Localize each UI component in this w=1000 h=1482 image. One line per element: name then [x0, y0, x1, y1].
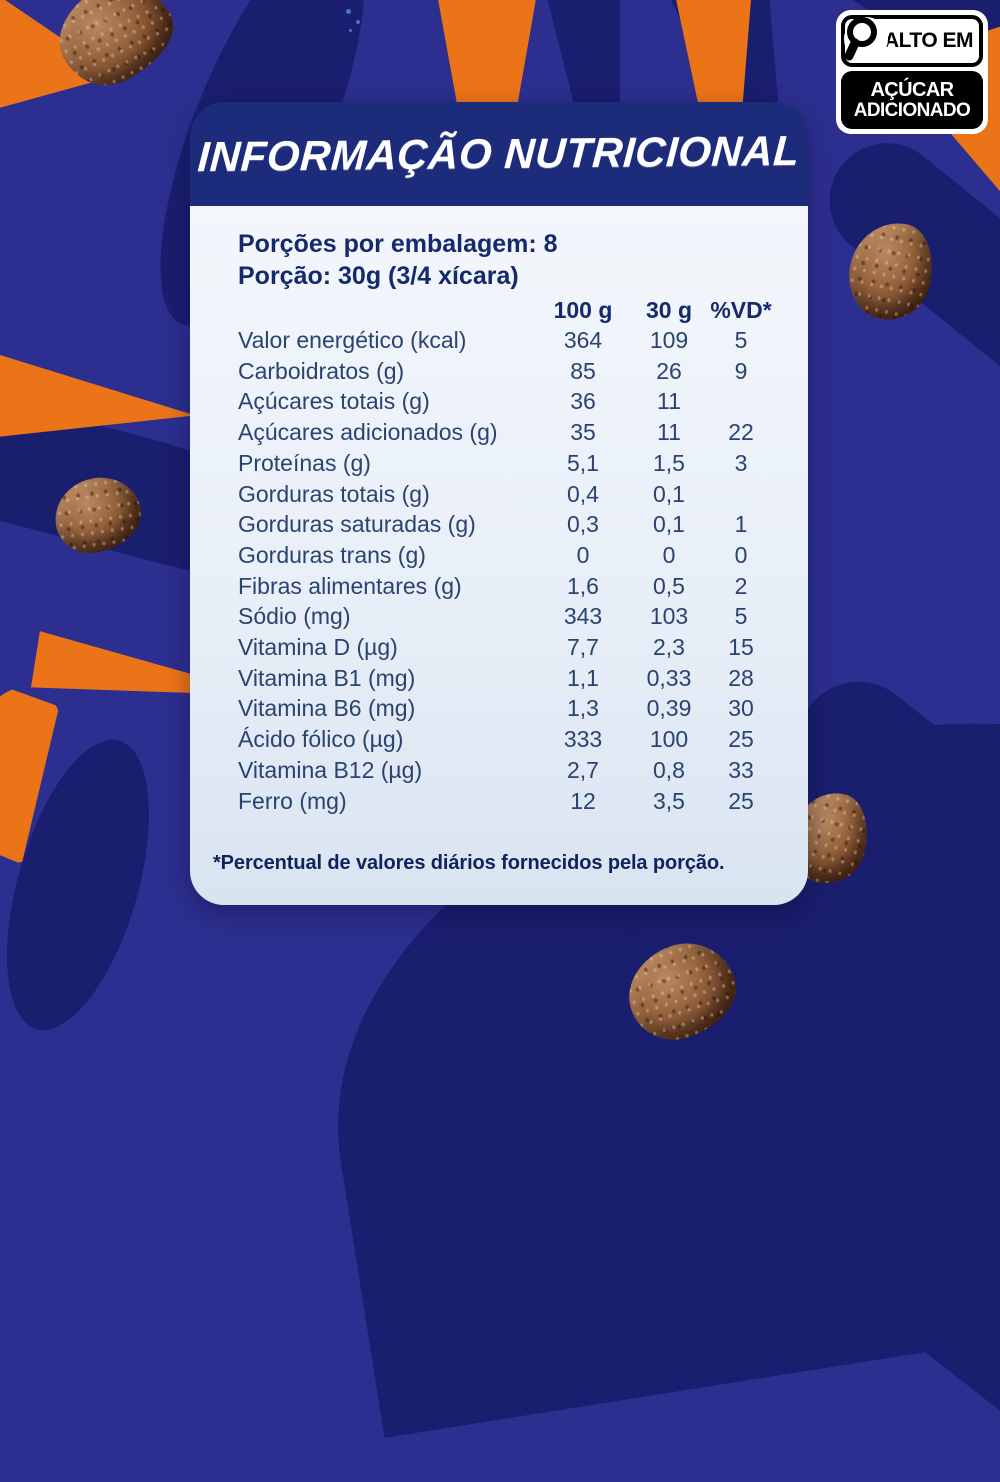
nutrition-card-body: Porções por embalagem: 8 Porção: 30g (3/… [190, 206, 808, 905]
portion-size-line: Porção: 30g (3/4 xícara) [238, 262, 519, 290]
nutrient-value-vd: 25 [728, 726, 754, 753]
nutrient-value-100g: 343 [563, 603, 603, 630]
nutrition-facts-card: INFORMAÇÃO NUTRICIONAL Porções por embal… [190, 102, 808, 905]
nutrient-value-30g: 26 [656, 357, 682, 384]
nutrient-value-100g: 364 [563, 327, 603, 353]
nutrient-label: Gorduras trans (g) [238, 541, 426, 568]
nutrient-value-100g: 7,7 [567, 634, 599, 661]
table-header-100g: 100 g [553, 297, 613, 323]
nutrient-label: Açúcares adicionados (g) [238, 419, 498, 446]
nutrient-value-vd: 5 [734, 327, 748, 353]
nutrition-card-title: INFORMAÇÃO NUTRICIONAL [196, 126, 802, 181]
nutrient-value-30g: 0 [662, 541, 676, 568]
nutrient-value-100g: 0,3 [567, 511, 599, 538]
nutrient-label: Ferro (mg) [238, 787, 347, 814]
high-in-added-sugar-warning-badge: ALTO EM AÇÚCAR ADICIONADO [836, 10, 988, 134]
nutrient-value-vd: 0 [734, 541, 748, 568]
servings-per-package-line: Porções por embalagem: 8 [238, 230, 558, 258]
nutrient-value-vd: 2 [734, 572, 748, 599]
warning-badge-acucar-label: AÇÚCAR [870, 79, 954, 102]
table-header-30g: 30 g [645, 297, 693, 323]
nutrient-value-100g: 36 [570, 388, 596, 415]
table-header-empty-cell [238, 295, 535, 325]
nutrient-value-100g: 5,1 [567, 449, 599, 476]
nutrient-value-100g: 1,6 [567, 572, 599, 599]
warning-badge-bottom-row: AÇÚCAR ADICIONADO [841, 71, 983, 129]
nutrient-label: Carboidratos (g) [238, 357, 405, 384]
nutrient-value-30g: 0,1 [653, 480, 685, 507]
nutrient-value-30g: 3,5 [653, 787, 685, 814]
nutrition-card-header: INFORMAÇÃO NUTRICIONAL [190, 102, 808, 206]
nutrient-value-100g: 0,4 [567, 480, 599, 507]
nutrient-value-100g: 2,7 [567, 756, 599, 783]
nutrient-value-vd: 3 [734, 449, 748, 476]
orange-ray-shape [0, 338, 204, 468]
nutrient-label: Gorduras totais (g) [238, 480, 430, 507]
nutrient-value-vd: 30 [728, 695, 754, 722]
nutrient-value-100g: 333 [563, 726, 603, 753]
cereal-flake-image [43, 0, 188, 101]
nutrient-value-30g: 109 [649, 327, 689, 353]
nutrient-value-vd: 25 [728, 787, 754, 814]
nutrient-value-30g: 11 [657, 419, 681, 446]
cereal-box-nutrition-panel: { "colors": { "background_royal_blue": "… [0, 0, 1000, 1000]
nutrient-value-vd: 33 [728, 756, 754, 783]
nutrient-value-100g: 35 [570, 419, 596, 446]
nutrient-label: Valor energético (kcal) [238, 327, 467, 353]
nutrient-value-30g: 0,33 [646, 664, 692, 691]
nutrient-label: Vitamina D (µg) [238, 634, 398, 661]
nutrient-value-100g: 0 [576, 541, 590, 568]
nutrient-value-30g: 0,1 [653, 511, 685, 538]
cereal-flake-image [50, 472, 146, 558]
nutrient-value-30g: 11 [657, 388, 681, 415]
nutrient-label: Proteínas (g) [238, 449, 371, 476]
nutrient-value-vd [707, 479, 775, 510]
speckle-dot [346, 9, 351, 14]
nutrient-label: Vitamina B6 (mg) [238, 695, 416, 722]
nutrient-label: Vitamina B1 (mg) [238, 664, 416, 691]
nutrient-value-30g: 100 [649, 726, 689, 753]
nutrient-value-100g: 1,1 [567, 664, 599, 691]
nutrient-value-100g: 12 [570, 787, 596, 814]
nutrient-label: Ácido fólico (µg) [238, 726, 404, 753]
nutrient-value-vd: 9 [734, 357, 748, 384]
speckle-dot [356, 20, 360, 24]
nutrient-label: Vitamina B12 (µg) [238, 756, 423, 783]
nutrient-value-vd: 22 [728, 419, 754, 446]
nutrient-value-30g: 0,5 [653, 572, 685, 599]
table-header-vd: %VD* [710, 297, 772, 323]
nutrient-value-30g: 2,3 [653, 634, 685, 661]
warning-badge-adicionado-label: ADICIONADO [853, 99, 971, 121]
nutrient-label: Sódio (mg) [238, 603, 351, 630]
nutrient-value-30g: 103 [649, 603, 689, 630]
nutrient-value-vd: 1 [734, 511, 748, 538]
nutrient-value-100g: 1,3 [567, 695, 599, 722]
nutrient-label: Fibras alimentares (g) [238, 572, 462, 599]
nutrient-value-vd: 28 [728, 664, 754, 691]
magnifier-icon [844, 17, 877, 61]
nutrient-label: Açúcares totais (g) [238, 388, 430, 415]
nutrient-value-vd: 15 [728, 634, 754, 661]
nutrition-table: 100 g 30 g %VD* Valor energético (kcal) … [238, 295, 775, 816]
nutrient-value-30g: 0,39 [646, 695, 692, 722]
warning-badge-top-row: ALTO EM [841, 15, 983, 67]
speckle-dot [349, 29, 352, 32]
nutrient-value-30g: 1,5 [653, 449, 685, 476]
orange-ray-shape [0, 684, 64, 866]
nutrient-value-vd: 5 [734, 603, 748, 630]
cereal-flake-image [616, 930, 748, 1052]
cereal-flake-image [840, 214, 942, 328]
nutrient-label: Gorduras saturadas (g) [238, 511, 476, 538]
navy-wave-shape [0, 724, 178, 1046]
warning-badge-alto-em-label: ALTO EM [883, 29, 974, 52]
nutrient-value-100g: 85 [570, 357, 596, 384]
nutrient-value-vd [707, 386, 775, 417]
daily-values-footnote: *Percentual de valores diários fornecido… [213, 852, 725, 874]
nutrient-value-30g: 0,8 [653, 756, 685, 783]
serving-info-block: Porções por embalagem: 8 Porção: 30g (3/… [238, 228, 775, 292]
